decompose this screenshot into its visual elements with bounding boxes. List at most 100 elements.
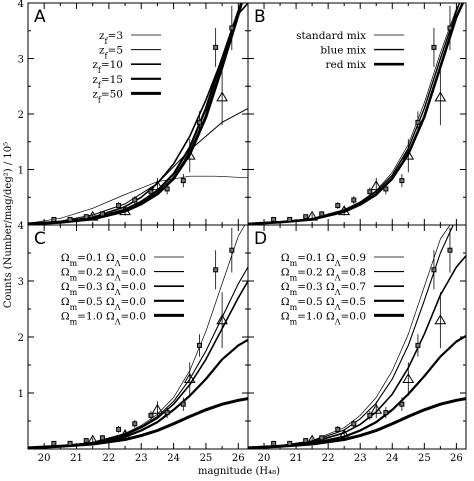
data-point-triangle bbox=[370, 403, 383, 414]
data-point-triangle bbox=[434, 314, 447, 325]
data-point-square bbox=[148, 189, 154, 195]
x-tick-label: 24 bbox=[167, 453, 180, 464]
data-point-square bbox=[99, 435, 105, 441]
data-point-square bbox=[67, 216, 73, 222]
legend-entry: zf=50 bbox=[92, 88, 123, 104]
data-point-square bbox=[415, 119, 421, 125]
data-point-square bbox=[287, 440, 293, 446]
legend-entry: Ωm=0.2 ΩΛ=0.0 bbox=[61, 267, 146, 283]
data-point-square bbox=[213, 44, 219, 50]
data-point-square bbox=[399, 401, 405, 407]
x-tick-label: 20 bbox=[38, 453, 51, 464]
y-tick-label: 2 bbox=[18, 110, 24, 121]
panel-letter: D bbox=[254, 229, 267, 249]
data-point-square bbox=[229, 247, 235, 253]
y-tick-label: 2 bbox=[18, 333, 24, 344]
x-tick-label: 23 bbox=[354, 453, 367, 464]
x-tick-label: 20 bbox=[258, 453, 271, 464]
data-point-triangle bbox=[151, 403, 164, 414]
model-curve-2 bbox=[28, 107, 248, 225]
x-tick-label: 23 bbox=[135, 453, 148, 464]
legend-entry: Ωm=0.1 ΩΛ=0.0 bbox=[61, 252, 146, 268]
panel-letter: C bbox=[34, 229, 46, 249]
data-point-square bbox=[132, 197, 138, 203]
data-point-square bbox=[303, 214, 309, 220]
panel-letter: A bbox=[34, 7, 46, 27]
data-point-triangle bbox=[86, 434, 99, 445]
data-point-square bbox=[367, 412, 373, 418]
model-curve-4 bbox=[28, 338, 248, 449]
data-point-square bbox=[351, 421, 357, 427]
legend-entry: Ωm=0.5 ΩΛ=0.0 bbox=[61, 296, 146, 312]
model-curve-4 bbox=[248, 334, 466, 449]
data-point-square bbox=[447, 247, 453, 253]
x-tick-label: 26 bbox=[450, 453, 463, 464]
data-point-square bbox=[116, 203, 122, 209]
x-tick-label: 22 bbox=[322, 453, 335, 464]
data-point-triangle bbox=[86, 210, 99, 221]
data-point-square bbox=[319, 211, 325, 217]
data-point-square bbox=[399, 178, 405, 184]
legend-entry: standard mix bbox=[296, 30, 366, 42]
model-curve-5 bbox=[248, 397, 466, 449]
x-tick-label: 21 bbox=[70, 453, 83, 464]
data-point-square bbox=[271, 216, 277, 222]
data-point-square bbox=[51, 216, 57, 222]
data-point-triangle bbox=[119, 429, 131, 439]
data-point-square bbox=[180, 178, 186, 184]
data-point-triangle bbox=[151, 180, 164, 191]
data-point-triangle bbox=[183, 373, 196, 383]
data-point-square bbox=[116, 426, 122, 432]
data-point-triangle bbox=[183, 149, 196, 160]
panel-d: 20 21 22 23 24 25 26 D Ωm=0.1 ΩΛ=0.9Ωm=0.2 ΩΛ=0.… bbox=[247, 224, 467, 464]
y-tick-label: 3 bbox=[18, 55, 24, 66]
legend-entry: zf=5 bbox=[99, 45, 123, 61]
data-point-square bbox=[319, 435, 325, 441]
data-point-square bbox=[51, 440, 57, 446]
data-point-square bbox=[180, 401, 186, 407]
data-point-square bbox=[213, 267, 219, 273]
data-point-square bbox=[447, 25, 453, 31]
data-point-square bbox=[431, 267, 437, 273]
data-point-square bbox=[303, 438, 309, 444]
data-point-square bbox=[335, 203, 341, 209]
legend-entry: Ωm=0.3 ΩΛ=0.7 bbox=[281, 281, 366, 297]
x-tick-label: 25 bbox=[200, 453, 213, 464]
data-point-square bbox=[83, 438, 89, 444]
data-point-triangle bbox=[306, 210, 318, 221]
model-curve-3 bbox=[28, 3, 248, 225]
x-tick-label: 22 bbox=[103, 453, 116, 464]
data-point-square bbox=[383, 410, 389, 416]
y-tick-label: 1 bbox=[18, 166, 24, 177]
model-curve-2 bbox=[28, 266, 248, 449]
model-curve-1 bbox=[28, 175, 248, 224]
y-tick-label: 3 bbox=[18, 277, 24, 288]
data-point-square bbox=[431, 44, 437, 50]
panel-letter: B bbox=[254, 7, 266, 27]
data-point-triangle bbox=[216, 91, 228, 102]
data-point-triangle bbox=[338, 429, 351, 439]
data-point-square bbox=[351, 197, 357, 203]
data-point-square bbox=[335, 426, 341, 432]
panel-frame bbox=[27, 2, 249, 226]
y-tick-label: 4 bbox=[18, 0, 24, 10]
data-point-triangle bbox=[370, 180, 383, 191]
data-point-square bbox=[164, 410, 170, 416]
legend-entry: Ωm=1.0 ΩΛ=0.0 bbox=[281, 310, 366, 326]
data-point-square bbox=[287, 216, 293, 222]
x-tick-label: 21 bbox=[290, 453, 303, 464]
data-point-square bbox=[383, 186, 389, 192]
data-point-square bbox=[99, 211, 105, 217]
data-point-square bbox=[148, 412, 154, 418]
data-point-square bbox=[415, 342, 421, 348]
legend-entry: zf=15 bbox=[92, 74, 123, 90]
y-tick-label: 4 bbox=[18, 221, 24, 232]
data-point-triangle bbox=[402, 373, 415, 383]
data-point-triangle bbox=[434, 91, 447, 102]
data-point-square bbox=[229, 25, 235, 31]
legend-entry: red mix bbox=[325, 59, 366, 71]
legend-entry: Ωm=0.5 ΩΛ=0.5 bbox=[281, 296, 366, 312]
